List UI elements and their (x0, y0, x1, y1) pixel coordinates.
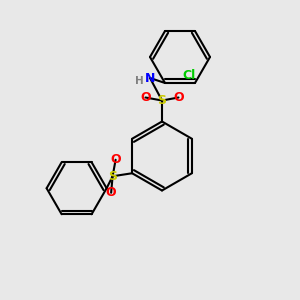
Text: O: O (173, 91, 184, 104)
Text: O: O (110, 153, 121, 166)
Text: S: S (108, 170, 117, 183)
Text: Cl: Cl (182, 69, 196, 82)
Text: S: S (158, 94, 166, 107)
Text: N: N (145, 71, 155, 85)
Text: H: H (135, 76, 144, 86)
Text: O: O (140, 91, 151, 104)
Text: O: O (106, 186, 116, 199)
